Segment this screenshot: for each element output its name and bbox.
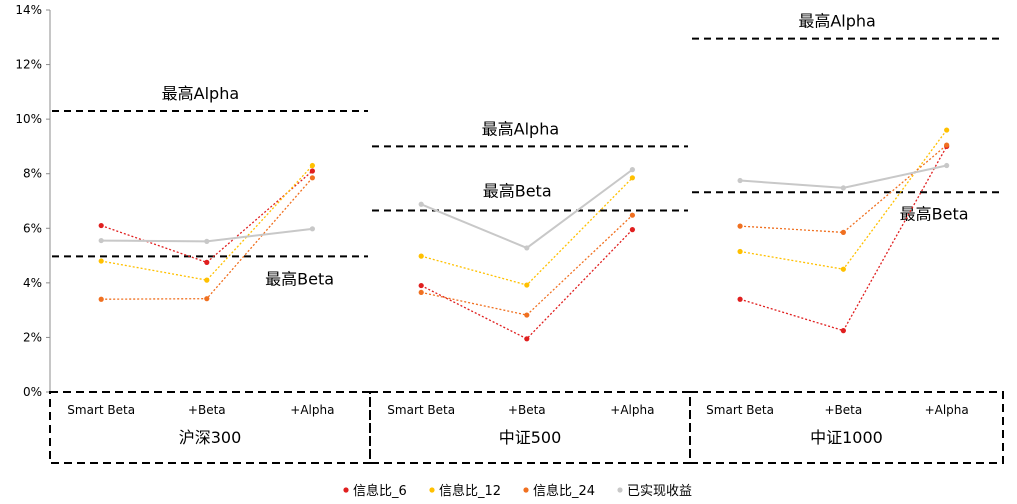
plot-area <box>98 127 950 342</box>
category-label: +Beta <box>188 403 226 417</box>
y-tick-label: 6% <box>23 221 42 235</box>
data-point <box>840 185 846 191</box>
legend: 信息比_6 信息比_12 信息比_24 已实现收益 <box>343 483 692 499</box>
data-point <box>840 266 846 272</box>
data-point <box>524 312 530 318</box>
series-line <box>100 170 313 264</box>
y-tick-label: 4% <box>23 276 42 290</box>
data-point <box>524 282 530 288</box>
series-line <box>740 164 947 189</box>
x-axis-groups: Smart Beta +Beta +Alpha 沪深300 Smart Beta +Bet… <box>49 391 1004 464</box>
data-point <box>524 245 530 251</box>
data-point <box>98 222 104 229</box>
data-point <box>737 223 743 229</box>
legend-marker <box>617 487 623 493</box>
data-point <box>629 175 636 181</box>
y-tick-label: 0% <box>23 385 42 399</box>
axes: 0% 2% 4% 6% 8% 10% 12% 14% <box>15 3 51 399</box>
y-tick-label: 2% <box>23 330 42 344</box>
category-label: +Alpha <box>925 403 969 417</box>
data-point <box>944 127 950 133</box>
category-label: +Beta <box>825 403 863 417</box>
y-tick-label: 8% <box>23 167 42 181</box>
data-point <box>944 142 950 148</box>
max-beta-label: 最高Beta <box>265 269 334 288</box>
group-label: 中证1000 <box>810 428 883 447</box>
legend-marker <box>343 487 349 493</box>
legend-marker <box>429 487 435 493</box>
category-label: Smart Beta <box>706 403 774 417</box>
data-point <box>98 258 104 264</box>
data-point <box>629 212 636 218</box>
data-point <box>418 289 424 296</box>
category-label: Smart Beta <box>387 403 455 417</box>
category-label: +Alpha <box>290 403 334 417</box>
data-point <box>737 296 743 302</box>
data-point <box>204 259 210 265</box>
data-point <box>418 253 424 259</box>
reference-lines: 最高Alpha 最高Beta 最高Alpha 最高Beta 最高Alpha 最高Beta <box>52 12 1001 288</box>
legend-label: 已实现收益 <box>627 484 692 499</box>
legend-marker <box>523 487 529 493</box>
max-alpha-label: 最高Alpha <box>482 119 560 138</box>
series-line <box>739 146 948 332</box>
max-alpha-label: 最高Alpha <box>162 84 240 103</box>
data-point <box>204 296 210 302</box>
legend-label: 信息比_24 <box>533 483 595 499</box>
data-point <box>840 328 846 334</box>
data-point <box>524 336 530 342</box>
data-point <box>629 227 636 233</box>
data-point <box>309 175 315 181</box>
max-beta-label: 最高Beta <box>483 182 552 201</box>
data-point <box>418 282 424 289</box>
legend-label: 信息比_6 <box>353 483 407 499</box>
data-point <box>309 162 315 169</box>
group-label: 沪深300 <box>179 428 242 447</box>
data-point <box>944 162 950 169</box>
group-box <box>689 391 1004 464</box>
data-point <box>98 296 104 302</box>
group-label: 中证500 <box>499 428 562 447</box>
category-label: +Alpha <box>610 403 654 417</box>
data-point <box>204 238 210 244</box>
data-point <box>840 229 846 235</box>
data-point <box>629 167 636 173</box>
series-line <box>740 144 948 234</box>
max-alpha-label: 最高Alpha <box>798 12 876 31</box>
category-label: Smart Beta <box>67 403 135 417</box>
data-point <box>204 277 210 283</box>
data-point <box>309 168 315 174</box>
series-line <box>739 129 948 270</box>
data-point <box>737 177 743 184</box>
y-tick-label: 10% <box>15 112 42 126</box>
y-tick-label: 12% <box>15 58 42 72</box>
data-point <box>418 201 424 207</box>
data-point <box>737 248 743 255</box>
y-tick-label: 14% <box>15 3 42 17</box>
data-point <box>98 237 104 244</box>
category-label: +Beta <box>508 403 546 417</box>
data-point <box>309 226 315 232</box>
max-beta-label: 最高Beta <box>900 204 969 223</box>
legend-label: 信息比_12 <box>439 483 501 499</box>
